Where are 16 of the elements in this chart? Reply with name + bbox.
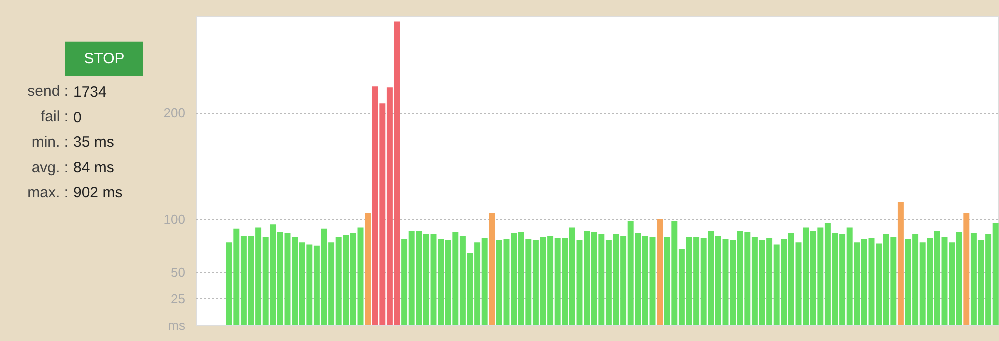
bar	[365, 212, 372, 326]
bar	[489, 212, 496, 326]
text: avg. : 84 ms	[32, 159, 114, 176]
text: STOP	[84, 50, 125, 68]
bar	[657, 219, 664, 326]
y-tick-label: 200	[164, 106, 186, 121]
y-tick-label: 50	[171, 264, 186, 280]
y-tick-label: 25	[171, 291, 186, 306]
text: min. : 35 ms	[32, 134, 114, 151]
bar	[898, 202, 904, 326]
bar	[964, 212, 970, 326]
y-tick-label: 100	[164, 212, 186, 227]
text: send : 1734	[28, 83, 107, 102]
text: fail : 0	[40, 108, 82, 127]
y-tick-label: ms	[168, 318, 186, 333]
text: max. : 902 ms	[28, 184, 123, 202]
